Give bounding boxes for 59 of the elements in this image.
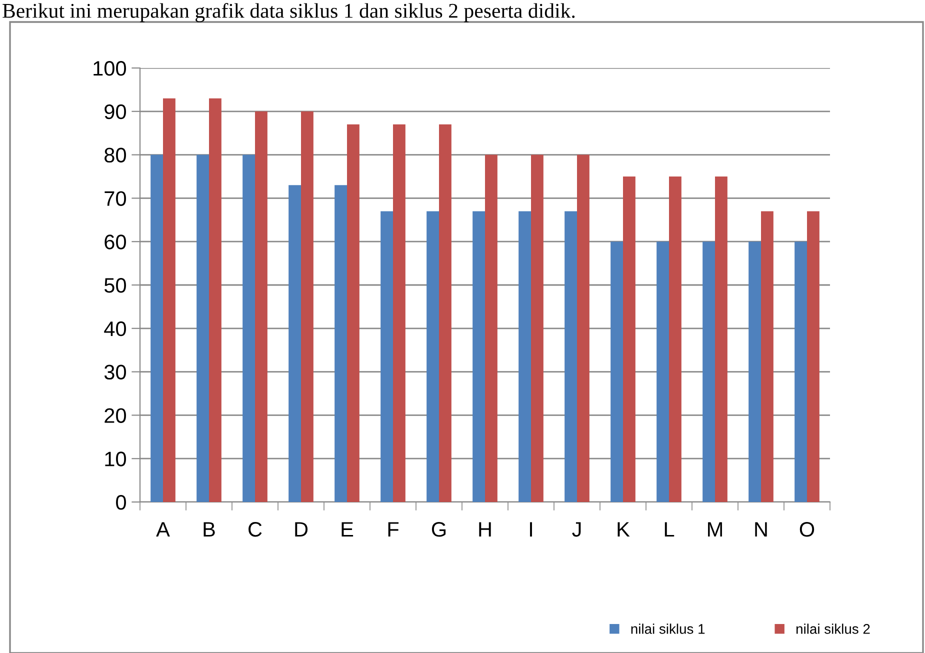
y-tick-label: 60 [104,234,126,250]
x-tick-label: O [800,522,814,537]
y-tick-label: 70 [104,191,126,206]
bar [715,176,728,502]
x-tick-label: D [295,522,308,537]
y-tick-label: 10 [105,452,126,466]
x-tick-label: F [388,522,399,537]
x-tick-label: A [156,522,170,537]
x-tick-label: K [618,522,630,537]
bar [472,211,485,502]
x-tick-label: H [479,522,491,537]
x-tick-label: J [572,522,581,537]
y-tick-label: 50 [104,278,126,293]
bar [531,154,544,502]
x-tick-label: L [664,522,674,537]
bar [426,211,439,502]
y-tick-label: 30 [104,364,126,380]
legend-label: nilai siklus 1 [631,624,705,634]
bar [761,211,774,502]
x-tick-label: C [248,522,262,537]
x-tick-label: G [432,522,446,537]
legend-label: nilai siklus 2 [796,624,870,634]
bar [255,111,268,502]
bar [288,185,301,502]
y-tick-label: 40 [104,321,126,336]
bar [577,154,590,502]
bar [623,176,636,502]
y-tick-label: 20 [104,408,126,423]
bar [669,176,682,502]
bar [393,124,406,502]
bar [610,242,623,502]
x-tick-label: N [755,522,767,537]
bar [794,242,807,502]
bar [242,154,255,502]
bar [301,111,314,502]
bar [196,154,209,502]
bar [150,154,163,502]
y-tick-label: 90 [104,104,126,120]
y-tick-label: 80 [104,148,126,163]
bar [564,211,577,502]
bar [380,211,393,502]
bar [748,242,761,502]
bar [347,124,360,502]
x-tick-label: B [204,522,215,537]
bar [439,124,452,502]
y-tick-label: 0 [116,495,126,510]
x-tick-label: M [708,522,722,537]
bar [807,211,820,502]
x-tick-label: I [530,522,532,537]
bar [485,154,498,502]
bar [656,242,669,502]
x-tick-label: E [342,522,354,537]
bar [163,98,176,502]
bar [209,98,222,502]
bar [334,185,347,502]
bar [702,242,715,502]
y-tick-label: 100 [94,61,126,76]
bar [518,211,531,502]
chart-title: Berikut ini merupakan grafik data siklus 1 dan siklus 2 peserta didik. [2,3,575,22]
